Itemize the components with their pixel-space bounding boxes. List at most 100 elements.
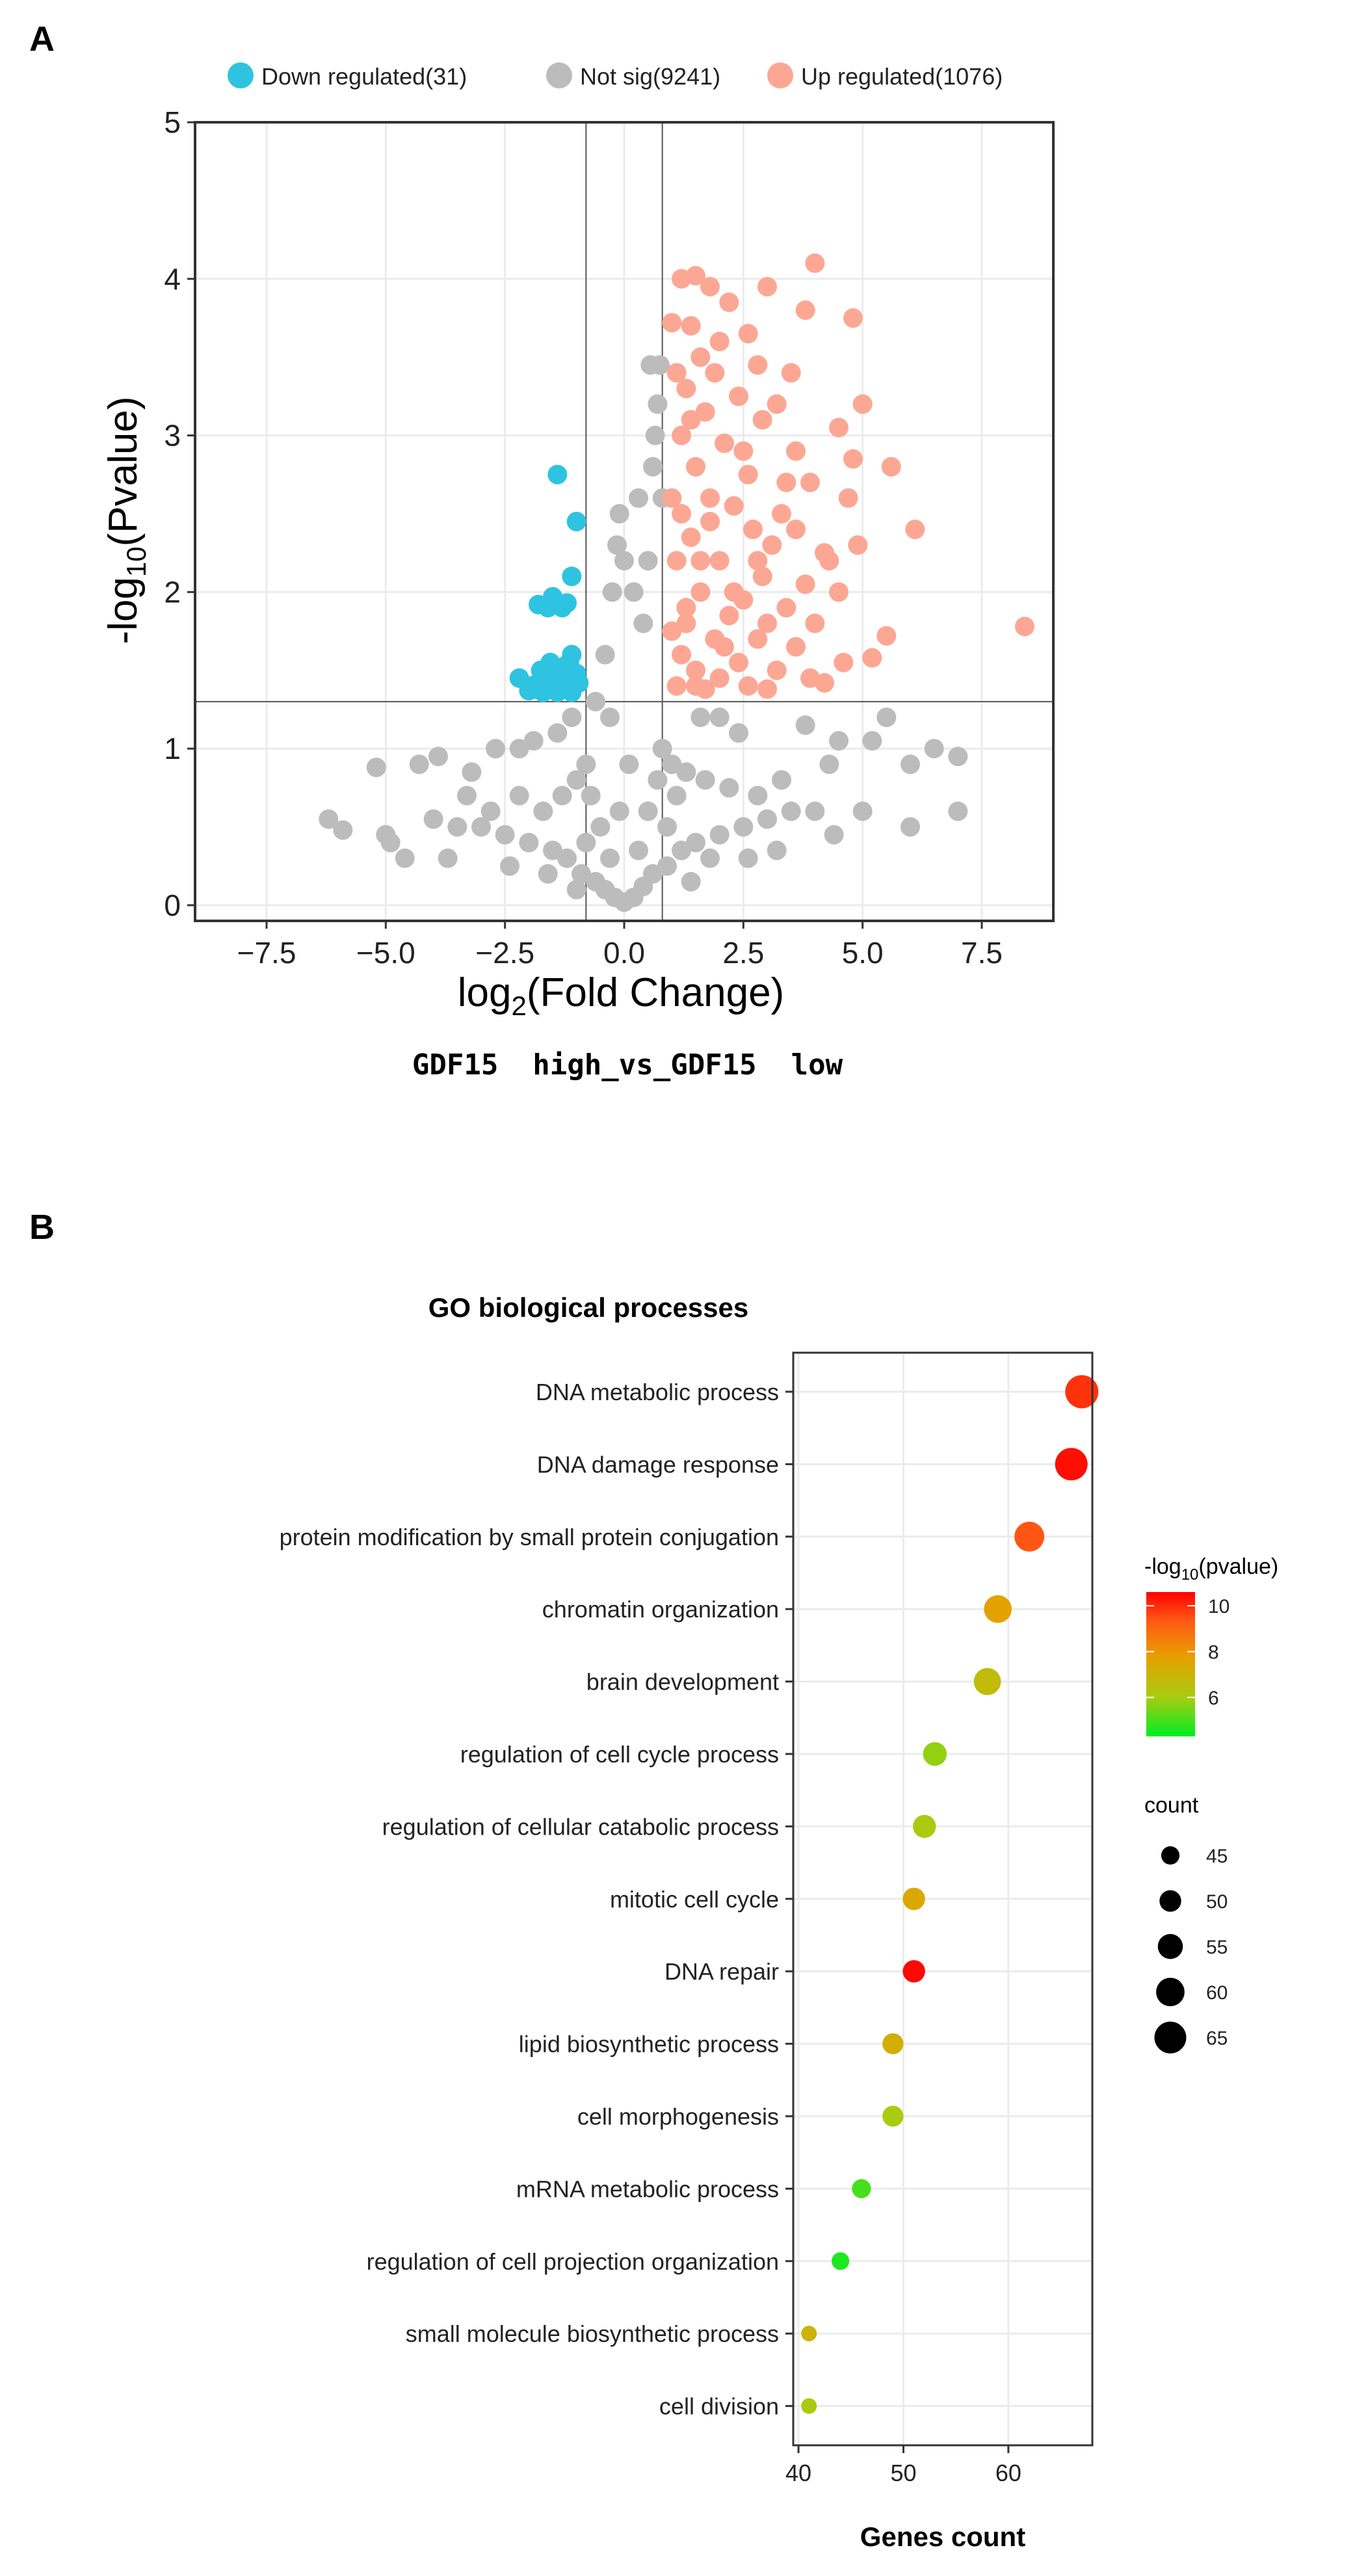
volcano-y-ticks: 0 1 2 3 4 5 (164, 105, 195, 922)
volcano-point (676, 598, 696, 618)
volcano-point (715, 433, 734, 453)
volcano-point (709, 332, 730, 352)
volcano-point (738, 464, 758, 485)
go-x-tick-label: 40 (785, 2460, 811, 2486)
legend-label: Up regulated(1076) (801, 63, 1003, 90)
volcano-point (691, 582, 711, 602)
volcano-point (672, 269, 691, 289)
go-category-label: mitotic cell cycle (610, 1886, 779, 1913)
volcano-point (643, 457, 663, 477)
colorbar-tick-label: 6 (1208, 1688, 1219, 1709)
volcano-point (486, 739, 505, 759)
volcano-point (1015, 617, 1034, 637)
volcano-point (672, 503, 691, 524)
go-category-label: DNA damage response (537, 1451, 779, 1478)
go-dot (902, 1960, 925, 1983)
go-category-label: chromatin organization (542, 1596, 779, 1623)
volcano-point (681, 316, 701, 336)
volcano-y-tick-label: 5 (164, 105, 181, 139)
volcano-point (531, 660, 551, 680)
colorbar-gradient (1146, 1592, 1195, 1736)
volcano-point (748, 355, 768, 375)
volcano-point (700, 276, 720, 297)
go-dots (801, 1375, 1099, 2414)
volcano-point (781, 801, 801, 821)
volcano-point (495, 825, 515, 845)
volcano-point (629, 488, 648, 508)
go-dot (1065, 1375, 1099, 1409)
go-dot (882, 2105, 904, 2127)
volcano-point (602, 582, 622, 602)
go-dot (832, 2252, 850, 2270)
volcano-point (572, 864, 591, 884)
go-chart-title: GO biological processes (428, 1292, 749, 1323)
volcano-point (748, 551, 768, 571)
volcano-point (786, 441, 806, 461)
volcano-x-tick-label: −2.5 (475, 936, 534, 970)
volcano-point (562, 707, 582, 727)
volcano-point (650, 355, 670, 375)
size-legend-label: 45 (1206, 1846, 1228, 1867)
volcano-point (662, 621, 682, 641)
go-category-label: DNA repair (664, 1958, 779, 1985)
volcano-point (838, 488, 858, 508)
volcano-x-axis-title-sub: 2 (512, 990, 527, 1021)
volcano-point (645, 425, 665, 445)
volcano-point (709, 707, 730, 727)
volcano-point (638, 801, 658, 821)
volcano-x-tick-label: 0.0 (603, 936, 645, 970)
volcano-point (733, 441, 754, 461)
volcano-point (795, 300, 815, 320)
go-x-tick-label: 50 (890, 2460, 916, 2486)
volcano-point (819, 551, 839, 571)
volcano-x-tick-label: 7.5 (961, 936, 1003, 970)
volcano-point (643, 864, 663, 884)
volcano-point (843, 308, 863, 328)
volcano-x-axis-title-rest: (Fold Change) (527, 970, 784, 1015)
volcano-point (681, 410, 701, 430)
volcano-point (948, 801, 968, 821)
volcano-point (848, 535, 868, 555)
volcano-point (566, 512, 586, 531)
volcano-point (629, 840, 648, 860)
volcano-point (767, 394, 787, 414)
volcano-point (709, 668, 730, 688)
volcano-point (566, 879, 586, 899)
legend-marker (546, 62, 572, 88)
colorbar-title: -log10(pvalue) (1144, 1554, 1278, 1584)
volcano-point (691, 347, 711, 367)
size-legend-dot (1154, 2021, 1187, 2054)
volcano-point (757, 679, 777, 699)
go-category-label: lipid biosynthetic process (519, 2031, 779, 2058)
volcano-point (543, 840, 562, 860)
volcano-point (676, 378, 696, 399)
volcano-point (748, 786, 768, 806)
volcano-point (672, 840, 691, 860)
volcano-point (559, 652, 579, 672)
volcano-point (395, 848, 415, 868)
volcano-point (876, 626, 897, 646)
volcano-point (719, 605, 739, 626)
volcano-point (471, 817, 491, 837)
volcano-point (686, 676, 705, 696)
colorbar-tick-label: 8 (1208, 1642, 1219, 1664)
volcano-point (762, 535, 782, 555)
volcano-x-axis-title: log2(Fold Change) (458, 970, 784, 1021)
go-category-label: cell division (659, 2393, 779, 2420)
volcano-point (695, 770, 715, 790)
volcano-point (545, 594, 565, 615)
size-legend-dot (1156, 1978, 1185, 2006)
panel-a-label: A (29, 20, 55, 59)
volcano-point (738, 676, 758, 696)
volcano-point (724, 582, 744, 602)
volcano-point (767, 840, 787, 860)
volcano-point (709, 825, 730, 845)
volcano-point (619, 754, 639, 775)
go-x-ticks: 40 50 60 (785, 2445, 1021, 2486)
volcano-point (781, 363, 801, 383)
volcano-point (876, 707, 897, 727)
volcano-point (829, 731, 849, 751)
volcano-point (852, 394, 873, 414)
